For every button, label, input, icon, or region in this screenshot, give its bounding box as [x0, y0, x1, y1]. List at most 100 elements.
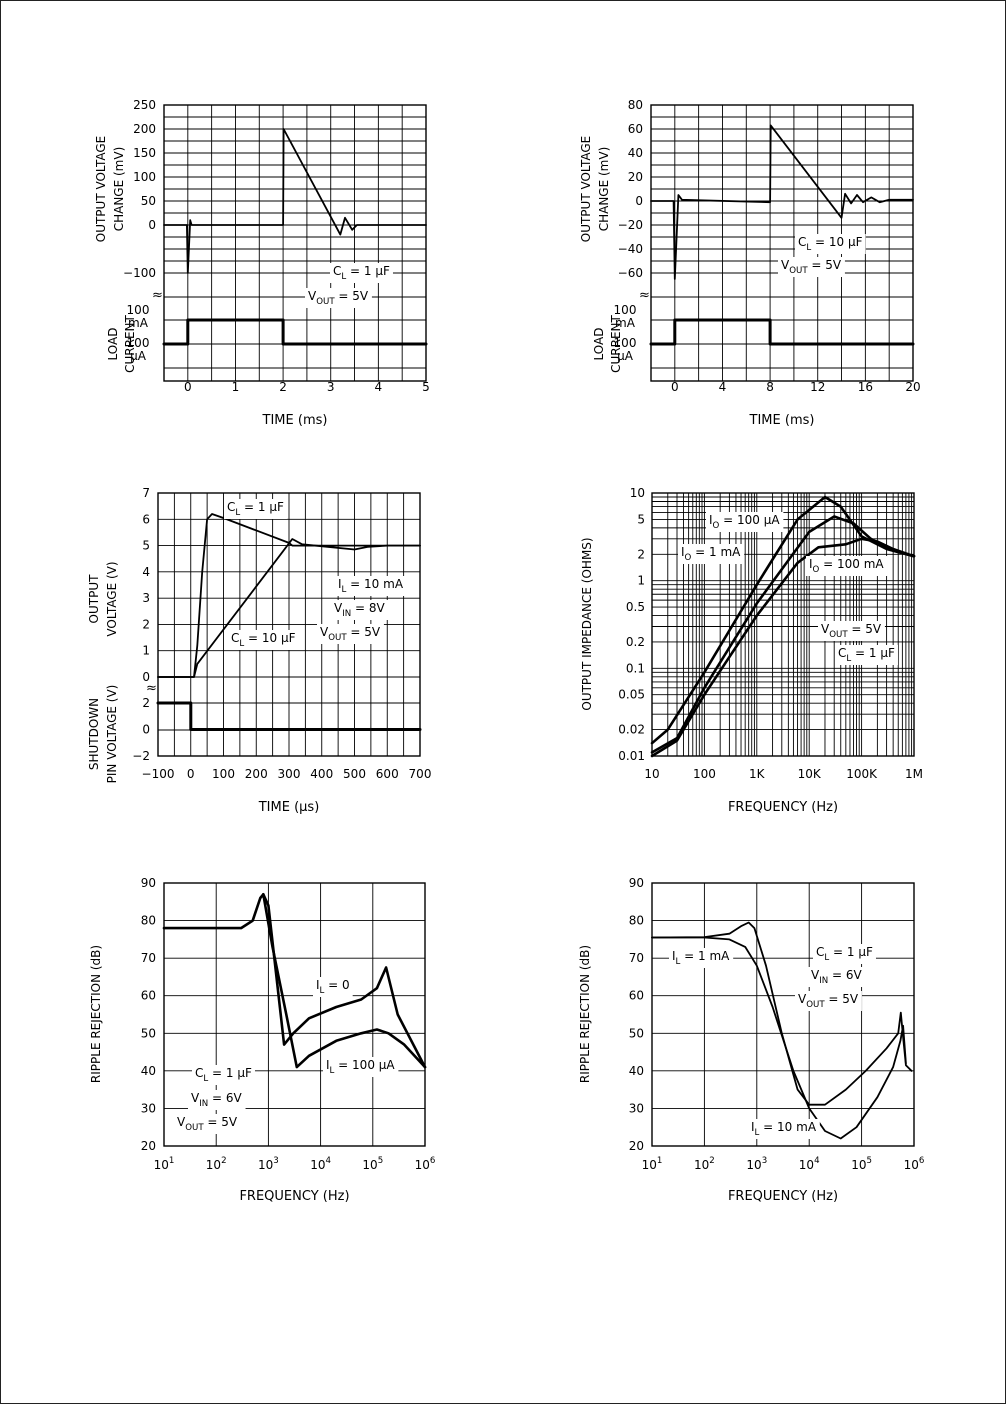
annotation-mask	[808, 967, 866, 987]
sub-tick-label: mA	[128, 316, 149, 330]
annotation: IL = 1 mA	[672, 949, 730, 967]
x-tick-label: 104	[310, 1156, 331, 1172]
y-tick-label: 50	[629, 1026, 644, 1040]
sub-axis-label: PIN VOLTAGE (V)	[105, 685, 119, 784]
axis-break-mark: ≈	[146, 681, 157, 696]
x-axis-label: TIME (μs)	[258, 800, 320, 815]
plot-frame	[651, 492, 915, 757]
x-axis-label: FREQUENCY (Hz)	[728, 1189, 838, 1204]
y-tick-label: 4	[142, 565, 150, 579]
annotation: CL = 1 μF	[838, 646, 895, 664]
y-axis-label: OUTPUT VOLTAGE	[94, 136, 108, 242]
y-tick-label: 5	[637, 512, 645, 526]
y-tick-label: 60	[629, 989, 644, 1003]
sub-tick-label: 100	[127, 303, 150, 317]
x-tick-label: 105	[362, 1156, 383, 1172]
annotation-mask	[818, 621, 885, 641]
y-axis-label: OUTPUT	[87, 574, 101, 624]
x-tick-label: 102	[206, 1156, 227, 1172]
plot-frame	[157, 492, 421, 757]
series-ripple-1	[162, 893, 427, 1069]
annotation-mask	[331, 600, 389, 620]
annotation-mask	[669, 948, 734, 968]
y-tick-label: 0.01	[618, 749, 645, 763]
x-tick-label: 10	[644, 767, 659, 781]
y-tick-label: 0.2	[626, 635, 645, 649]
x-tick-label: 100	[212, 767, 235, 781]
annotation: VOUT = 5V	[781, 258, 842, 276]
sub-tick-label: 100	[614, 336, 637, 350]
y-tick-label: 40	[141, 1064, 156, 1078]
y-tick-label: −60	[618, 266, 643, 280]
x-tick-label: 106	[415, 1156, 436, 1172]
x-axis-label: FREQUENCY (Hz)	[239, 1189, 349, 1204]
x-tick-label: 4	[719, 380, 727, 394]
y-tick-label: 70	[629, 951, 644, 965]
chart-ripple-rejection-2: 90 80 70 60 50 40 30 20 101 102 103 104 105 106 FREQUE…	[578, 876, 924, 1204]
x-tick-label: 500	[343, 767, 366, 781]
x-tick-label: 600	[376, 767, 399, 781]
series-shutdown-pin	[156, 701, 422, 731]
y-axis-label: CHANGE (mV)	[112, 147, 126, 232]
x-axis-label: FREQUENCY (Hz)	[728, 800, 838, 815]
x-tick-label: 103	[746, 1156, 767, 1172]
annotation: IO = 1 mA	[681, 545, 741, 563]
x-tick-label: 2	[279, 380, 287, 394]
annotation: CL = 10 μF	[231, 631, 296, 649]
axis-break-mark: ≈	[152, 288, 163, 303]
annotation: IO = 100 μA	[709, 513, 780, 531]
series-cl-1uf	[157, 513, 421, 678]
annotation-mask	[678, 544, 745, 564]
series-cl-10uf	[157, 538, 421, 678]
x-tick-label: 3	[327, 380, 335, 394]
y-tick-label: 30	[141, 1101, 156, 1115]
y-tick-label: 0.5	[626, 600, 645, 614]
annotation: VIN = 8V	[334, 601, 386, 619]
x-tick-label: 8	[766, 380, 774, 394]
y-tick-label: 7	[142, 486, 150, 500]
x-tick-label: 101	[154, 1156, 175, 1172]
annotation: CL = 1 μF	[816, 945, 873, 963]
sub-tick-label: 100	[127, 336, 150, 350]
sub-axis-label: LOAD	[106, 328, 120, 361]
y-tick-label: 0.1	[626, 661, 645, 675]
x-tick-label: 0	[187, 767, 195, 781]
sub-tick-label: 2	[142, 696, 150, 710]
y-tick-label: 6	[142, 512, 150, 526]
sub-tick-label: μA	[617, 349, 634, 363]
annotation: VOUT = 5V	[821, 622, 882, 640]
annotation-mask	[335, 576, 407, 596]
y-tick-label: −40	[618, 242, 643, 256]
plot-frame	[163, 104, 427, 382]
y-tick-label: 0.05	[618, 688, 645, 702]
y-axis-label: OUTPUT IMPEDANCE (OHMS)	[580, 537, 594, 710]
annotation: CL = 1 μF	[195, 1066, 252, 1084]
y-axis-label: CHANGE (mV)	[597, 147, 611, 232]
x-tick-label: 5	[422, 380, 430, 394]
annotation: IO = 100 mA	[809, 557, 884, 575]
annotation-mask	[174, 1114, 241, 1134]
x-tick-label: 104	[799, 1156, 820, 1172]
annotation: IL = 100 μA	[326, 1058, 395, 1076]
annotation-mask	[188, 1090, 246, 1110]
annotation-mask	[313, 977, 353, 997]
y-tick-label: 150	[133, 146, 156, 160]
annotation: CL = 10 μF	[798, 235, 863, 253]
series-ripple-2	[262, 893, 427, 1069]
x-tick-label: 4	[375, 380, 383, 394]
x-tick-label: 102	[694, 1156, 715, 1172]
y-tick-label: 0	[635, 194, 643, 208]
x-tick-label: −100	[142, 767, 175, 781]
annotation: VIN = 6V	[191, 1091, 243, 1109]
y-tick-label: 60	[628, 122, 643, 136]
axis-break-mark: ≈	[639, 288, 650, 303]
y-tick-label: 0.02	[618, 723, 645, 737]
y-tick-label: −20	[618, 218, 643, 232]
y-tick-label: 40	[629, 1064, 644, 1078]
y-tick-label: 5	[142, 539, 150, 553]
annotation: VIN = 6V	[811, 968, 863, 986]
y-tick-label: 10	[630, 486, 645, 500]
series-ripple-1	[651, 921, 913, 1106]
sub-axis-label: CURRENT	[123, 314, 137, 372]
